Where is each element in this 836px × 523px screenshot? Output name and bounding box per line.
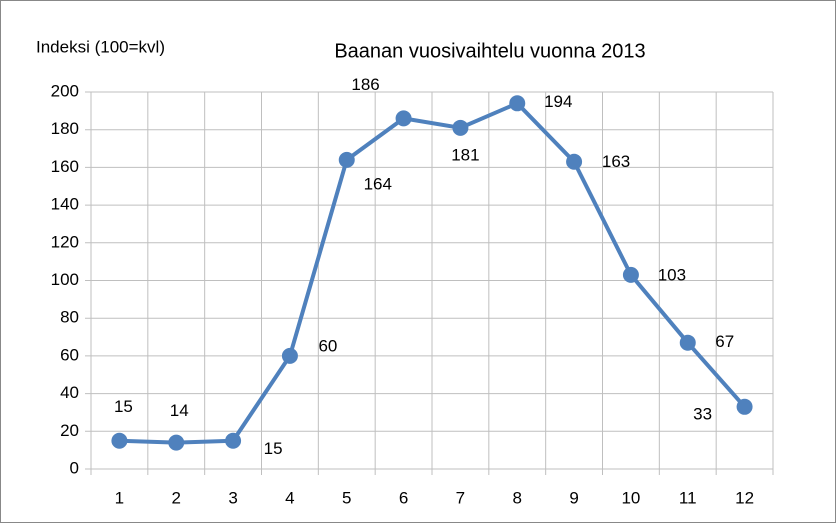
y-tick-label: 120 — [51, 232, 79, 251]
x-tick-label: 10 — [621, 488, 640, 507]
y-axis-label: Indeksi (100=kvl) — [36, 37, 165, 56]
point — [168, 434, 185, 451]
line — [119, 101, 747, 445]
y-tick-label: 160 — [51, 157, 79, 176]
y-tick-label: 40 — [60, 383, 79, 402]
x-tick-label: 8 — [513, 488, 522, 507]
x-tick-label: 11 — [679, 488, 697, 507]
data-label: 60 — [318, 336, 337, 355]
data-label: 14 — [170, 401, 189, 420]
x-tick-label: 1 — [115, 488, 124, 507]
y-tick-label: 20 — [60, 421, 79, 440]
data-label: 164 — [364, 174, 392, 193]
point — [281, 347, 298, 364]
x-tick-label: 6 — [399, 488, 408, 507]
point — [225, 432, 242, 449]
x-tick-label: 4 — [285, 488, 294, 507]
x-tick-label: 2 — [172, 488, 181, 507]
x-tick-label: 3 — [228, 488, 237, 507]
point — [111, 432, 128, 449]
data-label: 163 — [602, 152, 630, 171]
point — [679, 334, 696, 351]
point — [622, 266, 639, 283]
x-tick-label: 12 — [735, 488, 754, 507]
data-label: 15 — [264, 439, 283, 458]
data-label: 15 — [114, 397, 133, 416]
y-tick-label: 180 — [51, 119, 79, 138]
point — [338, 151, 355, 168]
point — [509, 95, 526, 112]
point — [566, 153, 583, 170]
y-tick-label: 140 — [51, 195, 79, 214]
x-tick-label: 5 — [342, 488, 351, 507]
y-tick-label: 200 — [51, 81, 79, 100]
data-label: 67 — [715, 332, 734, 351]
data-label: 181 — [451, 145, 479, 164]
y-tick-label: 0 — [70, 458, 79, 477]
x-tick-label: 9 — [569, 488, 578, 507]
data-label: 33 — [693, 404, 712, 423]
y-tick-label: 60 — [60, 345, 79, 364]
data-label: 194 — [544, 92, 572, 111]
y-tick-label: 80 — [60, 308, 79, 327]
point — [452, 119, 469, 136]
data-label: 103 — [658, 265, 686, 284]
point — [736, 398, 753, 415]
x-tick-label: 7 — [456, 488, 465, 507]
data-label: 186 — [351, 75, 379, 94]
point — [395, 110, 412, 127]
y-tick-label: 100 — [51, 270, 79, 289]
chart-title: Baanan vuosivaihtelu vuonna 2013 — [334, 40, 645, 62]
